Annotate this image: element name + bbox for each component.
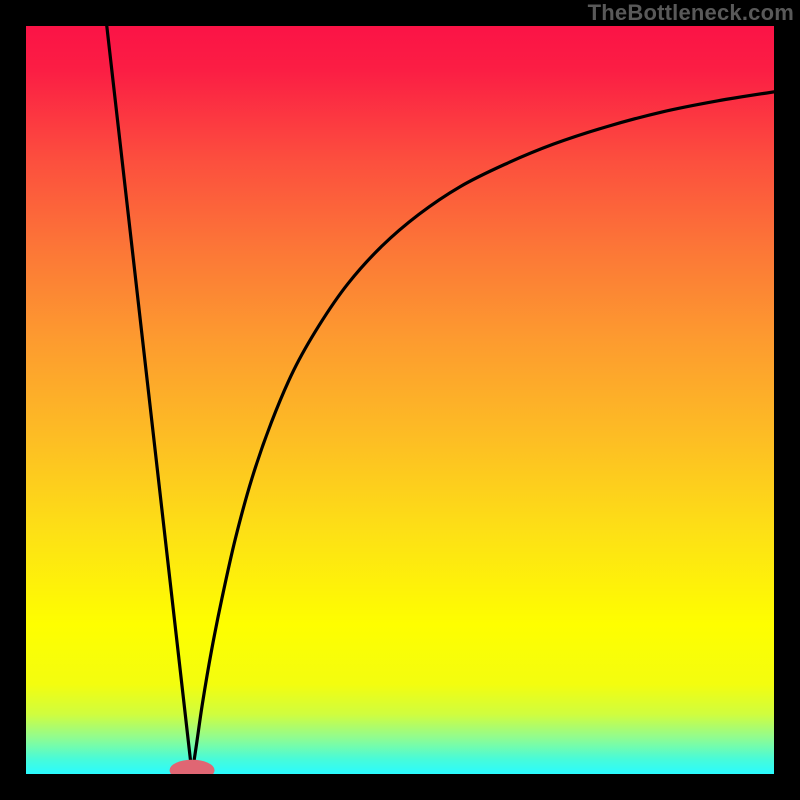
watermark-text: TheBottleneck.com: [588, 0, 794, 26]
plot-background: [26, 26, 774, 774]
chart-svg: [0, 0, 800, 800]
chart-canvas: { "watermark": { "text": "TheBottleneck.…: [0, 0, 800, 800]
